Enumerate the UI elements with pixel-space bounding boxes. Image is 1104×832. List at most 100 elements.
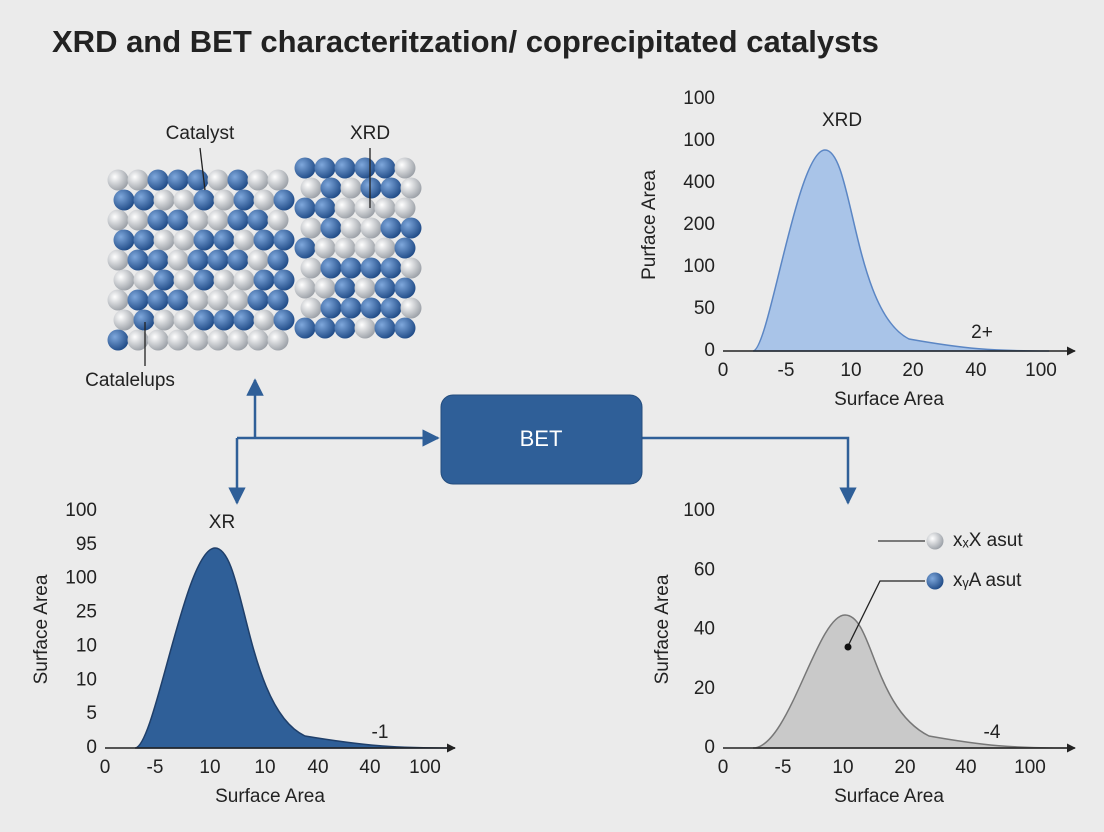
sphere bbox=[233, 269, 255, 291]
connectors bbox=[228, 378, 857, 505]
sphere bbox=[193, 269, 215, 291]
sphere bbox=[113, 229, 135, 251]
sphere bbox=[153, 189, 175, 211]
sphere bbox=[207, 329, 229, 351]
sphere bbox=[394, 237, 416, 259]
sphere bbox=[334, 317, 356, 339]
sphere bbox=[400, 297, 422, 319]
x-tick-label: 10 bbox=[832, 757, 853, 778]
plot-title: XRD bbox=[822, 110, 862, 131]
sphere bbox=[113, 269, 135, 291]
y-axis-label: Purface Area bbox=[639, 170, 660, 280]
sphere bbox=[173, 309, 195, 331]
sphere bbox=[227, 209, 249, 231]
sphere bbox=[400, 257, 422, 279]
sphere bbox=[360, 177, 382, 199]
sphere bbox=[153, 269, 175, 291]
sphere bbox=[187, 329, 209, 351]
sphere bbox=[233, 189, 255, 211]
x-tick-label: 40 bbox=[955, 757, 976, 778]
sphere bbox=[173, 269, 195, 291]
sphere bbox=[193, 309, 215, 331]
sphere bbox=[273, 229, 295, 251]
sphere bbox=[334, 237, 356, 259]
y-tick-label: 100 bbox=[683, 130, 715, 151]
sphere bbox=[267, 329, 289, 351]
sphere bbox=[207, 209, 229, 231]
sphere bbox=[187, 289, 209, 311]
x-tick-label: 0 bbox=[718, 757, 729, 778]
sphere bbox=[300, 297, 322, 319]
sphere bbox=[360, 257, 382, 279]
sphere bbox=[133, 229, 155, 251]
sphere bbox=[127, 289, 149, 311]
sphere bbox=[294, 237, 316, 259]
title: XRD and BET characteritzation/ coprecipi… bbox=[52, 24, 879, 59]
y-tick-label: 5 bbox=[86, 703, 97, 724]
sphere bbox=[334, 197, 356, 219]
sphere bbox=[233, 229, 255, 251]
y-axis-label: Surface Area bbox=[652, 574, 673, 684]
sphere bbox=[127, 329, 149, 351]
y-tick-label: 10 bbox=[76, 669, 97, 690]
sphere bbox=[107, 329, 129, 351]
sphere bbox=[107, 209, 129, 231]
x-tick-label: 100 bbox=[1025, 360, 1057, 381]
sphere bbox=[300, 257, 322, 279]
illustration-label: Catalyst bbox=[166, 123, 235, 144]
sphere bbox=[300, 217, 322, 239]
x-axis-label: Surface Area bbox=[834, 389, 944, 410]
annotation: 2+ bbox=[971, 322, 993, 343]
sphere bbox=[314, 197, 336, 219]
x-tick-label: 0 bbox=[718, 360, 729, 381]
sphere bbox=[147, 169, 169, 191]
sphere bbox=[133, 309, 155, 331]
sphere bbox=[173, 189, 195, 211]
x-tick-label: 100 bbox=[1014, 757, 1046, 778]
sphere bbox=[153, 309, 175, 331]
sphere bbox=[227, 329, 249, 351]
sphere bbox=[294, 277, 316, 299]
sphere bbox=[314, 277, 336, 299]
sphere bbox=[127, 249, 149, 271]
x-tick-label: 10 bbox=[254, 757, 275, 778]
sphere bbox=[267, 169, 289, 191]
annotation: -4 bbox=[984, 722, 1001, 743]
sphere bbox=[187, 249, 209, 271]
sphere bbox=[127, 169, 149, 191]
catalyst-illustration bbox=[107, 157, 422, 351]
sphere bbox=[267, 249, 289, 271]
sphere bbox=[394, 197, 416, 219]
sphere bbox=[314, 157, 336, 179]
legend-marker bbox=[926, 572, 944, 590]
sphere bbox=[320, 257, 342, 279]
x-tick-label: 40 bbox=[307, 757, 328, 778]
sphere bbox=[153, 229, 175, 251]
illustration-label: Catalelups bbox=[85, 370, 175, 391]
sphere bbox=[127, 209, 149, 231]
sphere bbox=[354, 237, 376, 259]
x-tick-label: 10 bbox=[199, 757, 220, 778]
sphere bbox=[173, 229, 195, 251]
sphere bbox=[380, 297, 402, 319]
curve bbox=[752, 149, 1050, 352]
y-tick-label: 200 bbox=[683, 214, 715, 235]
sphere bbox=[267, 289, 289, 311]
sphere bbox=[107, 169, 129, 191]
sphere bbox=[147, 209, 169, 231]
sphere bbox=[167, 289, 189, 311]
pointer bbox=[199, 147, 206, 191]
x-tick-label: -5 bbox=[778, 360, 795, 381]
sphere bbox=[107, 289, 129, 311]
sphere bbox=[354, 277, 376, 299]
sphere bbox=[207, 169, 229, 191]
sphere bbox=[273, 189, 295, 211]
sphere bbox=[354, 157, 376, 179]
sphere bbox=[167, 329, 189, 351]
sphere bbox=[253, 229, 275, 251]
sphere bbox=[340, 297, 362, 319]
sphere bbox=[253, 189, 275, 211]
sphere bbox=[247, 209, 269, 231]
sphere bbox=[187, 169, 209, 191]
y-tick-label: 50 bbox=[694, 298, 715, 319]
